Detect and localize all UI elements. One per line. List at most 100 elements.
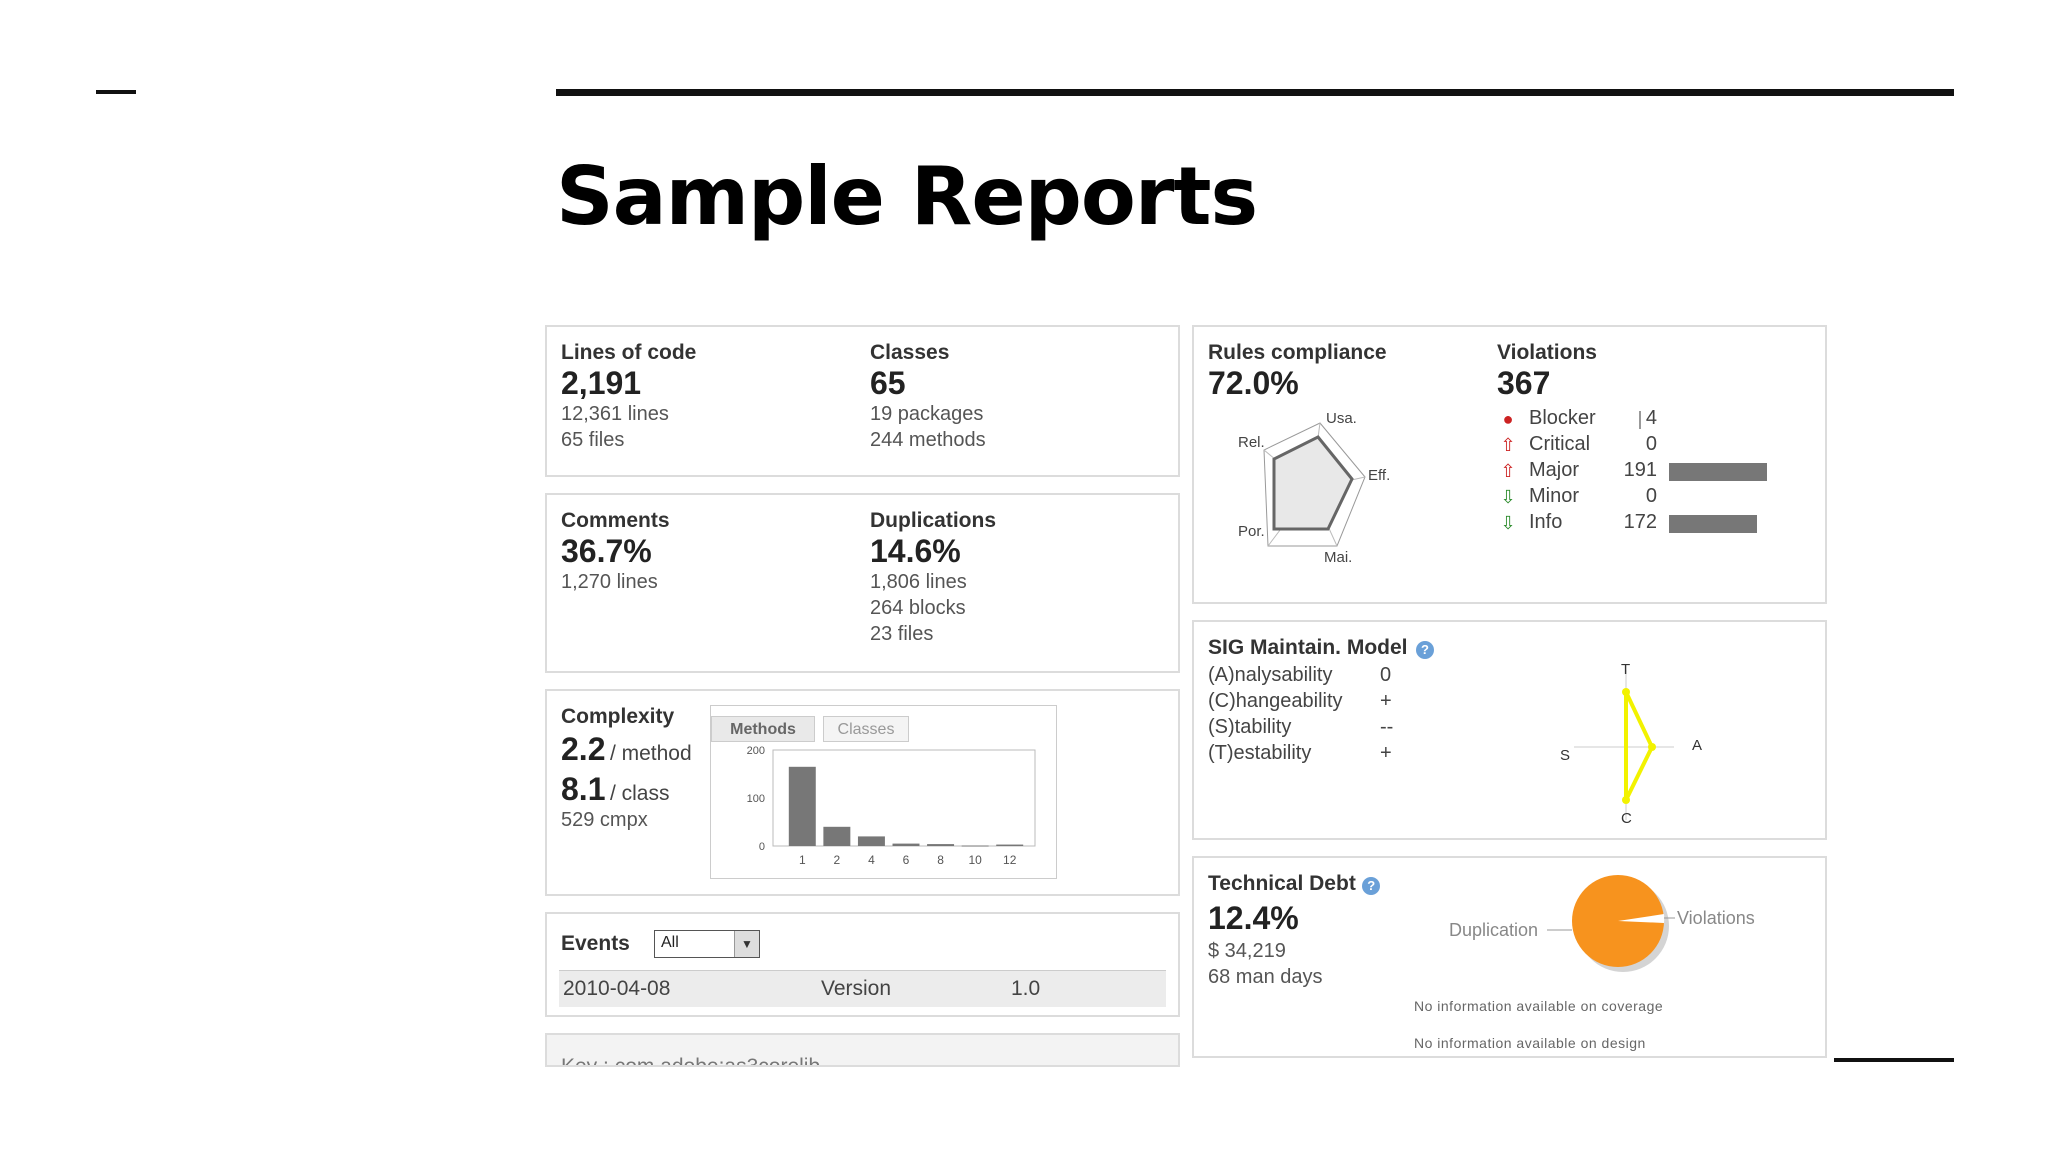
rules-compliance-label: Rules compliance: [1208, 341, 1387, 364]
complexity-per-method-value[interactable]: 2.2: [561, 731, 606, 767]
severity-count: 0: [1645, 485, 1657, 507]
event-date: 2010-04-08: [563, 977, 671, 1000]
sig-metric-row: (C)hangeability +: [1208, 690, 1428, 716]
sig-point-c: [1622, 796, 1630, 804]
rules-compliance-value[interactable]: 72.0%: [1208, 365, 1299, 401]
chart-bar[interactable]: [996, 844, 1024, 846]
duplications-value[interactable]: 14.6%: [870, 533, 961, 569]
lines-of-code-value[interactable]: 2,191: [561, 365, 642, 401]
severity-count: 191: [1623, 459, 1657, 481]
complexity-chart-box: Methods Classes 200 100 0 1 2 4 6 8 10 12: [710, 705, 1057, 879]
radar-compliance-shape: [1272, 435, 1354, 531]
violations-label: Violations: [1497, 341, 1597, 364]
sig-metric-name: (S)tability: [1208, 716, 1292, 738]
severity-name: Info: [1529, 511, 1563, 533]
event-version: 1.0: [1011, 977, 1041, 1000]
severity-row-info[interactable]: ⇩ Info 172: [1497, 511, 1797, 537]
duplications-block: Duplications 14.6% 1,806 lines 264 block…: [870, 509, 996, 647]
comments-value[interactable]: 36.7%: [561, 533, 652, 569]
sig-point-a: [1648, 743, 1656, 751]
chart-bar[interactable]: [892, 843, 920, 846]
project-key: Key : com.adobe:as3corelib: [561, 1055, 821, 1067]
severity-bar: [1669, 463, 1767, 481]
technical-debt-cost[interactable]: $ 34,219: [1208, 940, 1286, 962]
event-type: Version: [821, 977, 892, 1000]
severity-count: 4: [1645, 407, 1657, 429]
debt-pie-chart: Duplication Violations: [1449, 875, 1755, 972]
slide-title: Sample Reports: [556, 150, 1258, 243]
event-row[interactable]: 2010-04-08 Version 1.0: [559, 970, 1166, 1007]
chart-bar[interactable]: [961, 845, 989, 847]
tab-classes[interactable]: Classes: [823, 716, 909, 742]
size-panel: Lines of code 2,191 12,361 lines 65 file…: [545, 325, 1180, 477]
sig-label: SIG Maintain. Model: [1208, 636, 1408, 659]
events-filter-value: All: [661, 934, 679, 951]
x-tick-label: 8: [937, 853, 944, 867]
events-label: Events: [561, 932, 630, 955]
classes-value[interactable]: 65: [870, 365, 906, 401]
comments-block: Comments 36.7% 1,270 lines: [561, 509, 670, 595]
radar-outline: [1263, 422, 1366, 547]
tab-methods[interactable]: Methods: [711, 716, 815, 742]
rules-radar-chart: Usa. Eff. Mai. Por. Rel.: [1238, 410, 1390, 566]
chart-bar[interactable]: [857, 836, 885, 846]
technical-debt-value[interactable]: 12.4%: [1208, 900, 1299, 936]
sig-axis-c: C: [1621, 810, 1632, 827]
events-panel: Events All ▼ 2010-04-08 Version 1.0: [545, 912, 1180, 1017]
chart-bar[interactable]: [823, 826, 851, 846]
comment-lines[interactable]: 1,270 lines: [561, 571, 658, 593]
technical-debt-label: Technical Debt: [1208, 872, 1356, 895]
radar-label-usa: Usa.: [1326, 410, 1357, 427]
rules-panel: Rules compliance 72.0% Usa. Eff. Mai. Po…: [1192, 325, 1827, 604]
severity-row-critical[interactable]: ⇧ Critical 0: [1497, 433, 1797, 459]
key-panel: Key : com.adobe:as3corelib: [545, 1033, 1180, 1067]
packages-count[interactable]: 19 packages: [870, 403, 984, 425]
events-filter-select[interactable]: All ▼: [654, 930, 760, 958]
per-method-unit: / method: [609, 742, 692, 765]
sig-metric-value: +: [1380, 742, 1392, 764]
violations-value[interactable]: 367: [1497, 365, 1551, 401]
severity-list: ● Blocker 4 ⇧ Critical 0 ⇧ Major 191 ⇩ Minor 0 ⇩ Info…: [1497, 407, 1817, 547]
design-note: No information available on design: [1414, 1035, 1646, 1051]
methods-count[interactable]: 244 methods: [870, 429, 986, 451]
sig-panel: SIG Maintain. Model ? (A)nalysability 0 (C…: [1192, 620, 1827, 840]
complexity-panel: Complexity 2.2 / method 8.1 / class 529 …: [545, 689, 1180, 896]
lines-count[interactable]: 12,361 lines: [561, 403, 669, 425]
sig-metrics-list: (A)nalysability 0 (C)hangeability + (S)tabil…: [1208, 664, 1448, 774]
severity-name: Critical: [1529, 433, 1591, 455]
comments-label: Comments: [561, 509, 670, 532]
chart-bar[interactable]: [927, 844, 955, 846]
severity-row-blocker[interactable]: ● Blocker 4: [1497, 407, 1797, 433]
complexity-total[interactable]: 529 cmpx: [561, 809, 648, 831]
severity-row-minor[interactable]: ⇩ Minor 0: [1497, 485, 1797, 511]
y-tick-label: 0: [759, 841, 765, 853]
help-icon[interactable]: ?: [1415, 641, 1434, 659]
files-count[interactable]: 65 files: [561, 429, 625, 451]
x-tick-label: 6: [903, 853, 910, 867]
sig-shape: [1624, 691, 1655, 801]
help-icon[interactable]: ?: [1362, 877, 1381, 895]
x-tick-label: 2: [834, 853, 841, 867]
complexity-label: Complexity: [561, 705, 675, 728]
arrow-up-icon: ⇧: [1500, 435, 1516, 455]
duplicated-blocks[interactable]: 264 blocks: [870, 597, 966, 619]
duplications-label: Duplications: [870, 509, 997, 532]
complexity-per-class-value[interactable]: 8.1: [561, 771, 606, 807]
pie-label-violations: Violations: [1677, 908, 1755, 928]
duplicated-lines[interactable]: 1,806 lines: [870, 571, 967, 593]
sig-radar-chart: T A C S: [1560, 661, 1702, 827]
radar-label-rel: Rel.: [1238, 434, 1265, 451]
duplicated-files[interactable]: 23 files: [870, 623, 934, 645]
sig-point-t: [1622, 688, 1630, 696]
technical-debt-days[interactable]: 68 man days: [1208, 966, 1323, 988]
coverage-note: No information available on coverage: [1414, 998, 1664, 1014]
slide-dash-marker: [96, 90, 136, 94]
complexity-block: Complexity 2.2 / method 8.1 / class 529 …: [561, 705, 692, 833]
classes-label: Classes: [870, 341, 950, 364]
comments-panel: Comments 36.7% 1,270 lines Duplications …: [545, 493, 1180, 673]
lines-of-code-label: Lines of code: [561, 341, 697, 364]
arrow-down-icon: ⇩: [1500, 513, 1516, 533]
severity-row-major[interactable]: ⇧ Major 191: [1497, 459, 1797, 485]
chart-bar[interactable]: [788, 766, 816, 846]
chevron-down-icon[interactable]: ▼: [734, 931, 759, 957]
